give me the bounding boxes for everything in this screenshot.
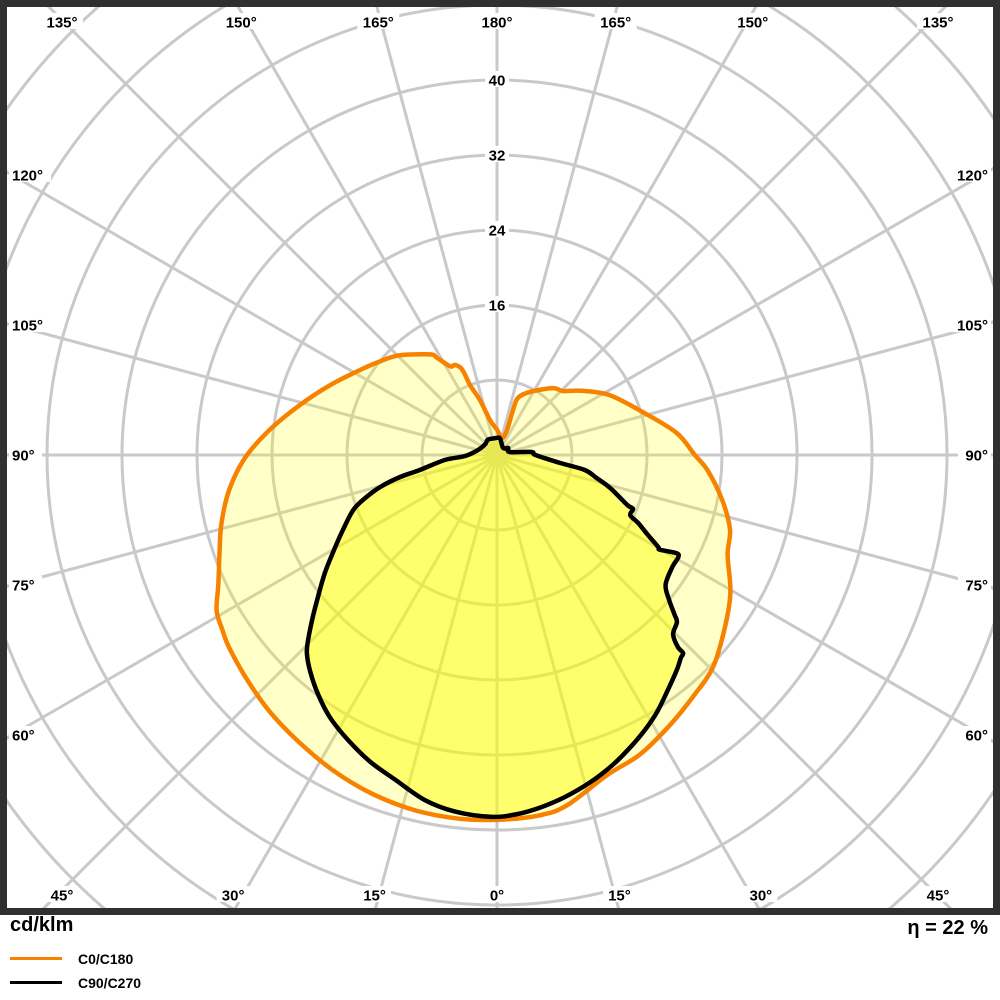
angle-label-bg	[9, 165, 51, 182]
efficiency-label: η = 22 %	[907, 917, 988, 939]
angle-label: 90°	[965, 448, 988, 465]
angle-label-bg	[949, 316, 991, 333]
radial-tick-label-bg	[485, 296, 509, 312]
grid-radial-line	[495, 7, 758, 456]
angle-label-bg	[9, 446, 42, 462]
angle-label: 60°	[12, 728, 35, 745]
angle-label-bg	[358, 886, 392, 902]
angle-label-bg	[958, 446, 991, 462]
angle-label: 45°	[51, 888, 74, 905]
unit-label: cd/klm	[10, 914, 74, 936]
angle-label: 75°	[965, 577, 988, 594]
angle-label-bg	[594, 13, 637, 29]
angle-label-bg	[949, 165, 991, 182]
angle-label-bg	[216, 886, 250, 902]
angle-label: 150°	[737, 15, 768, 32]
angle-label-bg	[731, 13, 774, 29]
grid-radial-line	[46, 7, 499, 457]
angle-label-bg	[958, 575, 991, 592]
legend: C0/C180 C90/C270	[10, 949, 141, 992]
legend-item-c0-c180: C0/C180	[10, 949, 141, 968]
angle-label-bg	[41, 13, 83, 29]
grid-radial-line	[496, 320, 993, 457]
grid-radial-line	[7, 453, 498, 740]
legend-swatch-c0-c180	[10, 957, 62, 960]
plot-frame	[0, 0, 1000, 915]
angle-label: 0°	[490, 888, 504, 905]
angle-label: 105°	[12, 318, 43, 335]
angle-label-bg	[958, 726, 991, 743]
grid-radial-line	[496, 453, 993, 744]
angle-label: 30°	[222, 888, 245, 905]
grid-radial-line	[495, 7, 948, 457]
angle-label-bg	[9, 575, 42, 592]
radial-tick-label: 16	[489, 298, 506, 315]
grid-radial-line	[41, 453, 499, 908]
radial-tick-label-bg	[485, 221, 509, 237]
angle-label: 45°	[927, 888, 950, 905]
angle-label: 180°	[481, 15, 512, 32]
grid-radial-line	[233, 454, 499, 908]
radial-tick-label-bg	[485, 71, 509, 87]
angle-label-bg	[476, 13, 518, 29]
legend-label-c0-c180: C0/C180	[78, 950, 134, 967]
angle-label: 120°	[957, 167, 988, 184]
angle-label: 165°	[363, 15, 394, 32]
angle-label-bg	[744, 886, 778, 902]
radial-tick-label: 40	[489, 73, 506, 90]
grid-radial-line	[236, 7, 499, 456]
angle-label: 15°	[363, 888, 386, 905]
grid-radial-line	[375, 7, 499, 456]
legend-item-c90-c270: C90/C270	[10, 973, 141, 992]
grid-radial-line	[496, 166, 993, 457]
angle-label: 30°	[750, 888, 773, 905]
curve-c0-c180	[214, 351, 733, 823]
angle-label-bg	[9, 316, 51, 333]
grid-radial-line	[7, 322, 498, 457]
angle-label: 165°	[600, 15, 631, 32]
legend-label-c90-c270: C90/C270	[78, 974, 142, 991]
grid-radial-line	[495, 453, 953, 908]
angle-label-bg	[220, 13, 263, 29]
angle-label: 135°	[922, 15, 953, 32]
angle-label: 75°	[12, 577, 35, 594]
angle-label: 90°	[12, 448, 35, 465]
grid-radial-line	[7, 170, 498, 457]
legend-swatch-c90-c270	[10, 981, 62, 984]
angle-label-bg	[357, 13, 400, 29]
angle-label: 120°	[12, 167, 43, 184]
angle-label: 60°	[965, 728, 988, 745]
grid-radial-line	[495, 7, 619, 456]
angle-label-bg	[45, 886, 79, 902]
angle-label: 150°	[226, 15, 257, 32]
angle-label-bg	[917, 13, 959, 29]
radial-tick-label: 32	[489, 148, 506, 165]
radial-tick-label: 24	[489, 223, 506, 240]
angle-label-bg	[485, 886, 509, 902]
curve-c90-c270	[304, 435, 686, 820]
angle-label: 135°	[46, 15, 77, 32]
angle-label-bg	[9, 726, 42, 743]
angle-label: 105°	[957, 318, 988, 335]
axis-labels: 16 24 32 40 0° 15° 15° 30° 30° 45° 45° 60° 60° 75° 75°…	[9, 13, 991, 905]
grid-radial-line	[495, 454, 761, 908]
angle-label: 15°	[608, 888, 631, 905]
angle-label-bg	[921, 886, 955, 902]
angle-label-bg	[602, 886, 636, 902]
radial-tick-label-bg	[485, 146, 509, 162]
